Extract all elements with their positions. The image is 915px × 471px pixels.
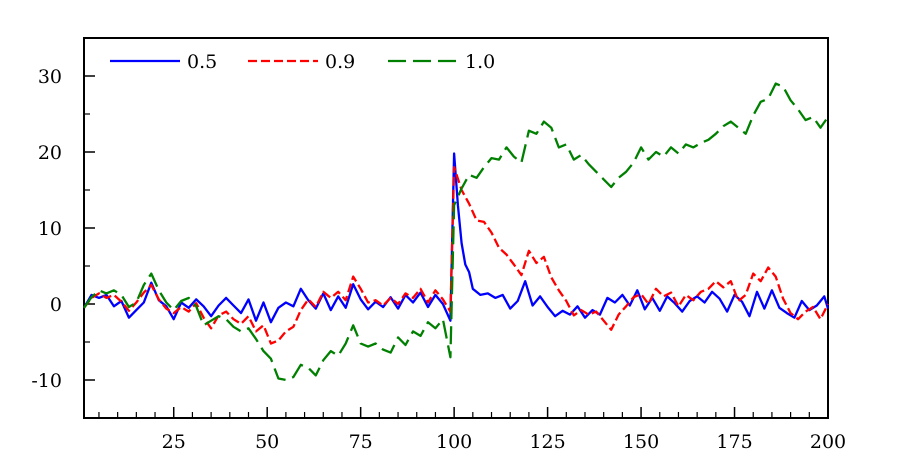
y-tick-label: 10 xyxy=(38,218,62,240)
x-tick-label: 150 xyxy=(623,431,659,453)
x-tick-label: 50 xyxy=(255,431,279,453)
legend-label: 0.9 xyxy=(325,51,355,73)
x-tick-label: 125 xyxy=(529,431,565,453)
x-tick-label: 75 xyxy=(349,431,373,453)
y-tick-label: 30 xyxy=(38,66,62,88)
x-tick-label: 100 xyxy=(436,431,472,453)
x-tick-label: 25 xyxy=(162,431,186,453)
y-tick-label: 20 xyxy=(38,142,62,164)
x-tick-label: 175 xyxy=(716,431,752,453)
legend: 0.5 0.9 1.0 xyxy=(110,51,495,73)
legend-label: 1.0 xyxy=(465,51,495,73)
series-line-0-5 xyxy=(83,152,830,324)
x-tick-label: 200 xyxy=(810,431,846,453)
series-line-0-9 xyxy=(83,166,830,345)
series-lines xyxy=(83,82,830,382)
series-line-1-0 xyxy=(83,82,829,382)
y-tick-label: -10 xyxy=(31,370,62,392)
y-tick-label: 0 xyxy=(50,294,62,316)
plot-frame xyxy=(83,37,829,419)
axis-ticks: -10 0 10 20 30 25 50 75 100 125 150 175 200 xyxy=(31,37,846,453)
legend-label: 0.5 xyxy=(187,51,217,73)
